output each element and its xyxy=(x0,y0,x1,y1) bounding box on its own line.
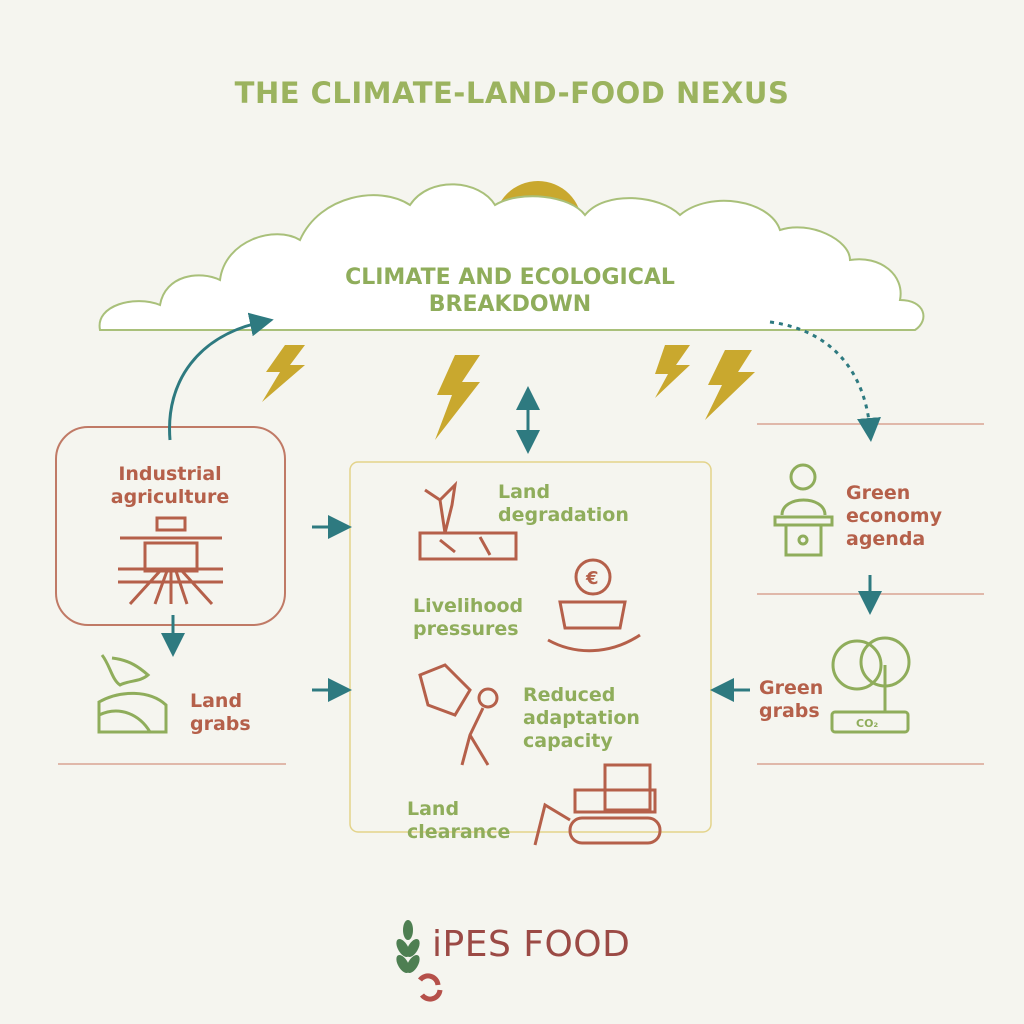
euro-icon: € xyxy=(585,568,599,589)
tractor-icon xyxy=(118,516,223,606)
trees-co2-icon xyxy=(830,636,911,734)
green-grabs-label: Green grabs xyxy=(759,677,824,722)
divider-lines xyxy=(58,423,984,765)
bulldozer-icon xyxy=(533,763,662,846)
person-carrying-rock-icon xyxy=(418,663,499,766)
ipes-food-logo-icon xyxy=(396,920,443,1002)
central-box xyxy=(349,461,712,833)
hand-coin-icon xyxy=(547,558,641,653)
land-clearance-label: Land clearance xyxy=(407,798,511,843)
reduced-adaptation-capacity-label: Reduced adaptation capacity xyxy=(523,684,640,752)
industrial-agriculture-label: Industrial agriculture xyxy=(110,463,230,508)
page-title: THE CLIMATE-LAND-FOOD NEXUS xyxy=(234,76,790,110)
cloud-shape xyxy=(98,183,925,331)
green-economy-agenda-label: Green economy agenda xyxy=(846,482,942,550)
arrow-agri-to-cloud xyxy=(168,312,274,441)
livelihood-pressures-label: Livelihood pressures xyxy=(413,595,524,640)
land-degradation-label: Land degradation xyxy=(498,481,629,526)
arrow-cloud-to-green-economy xyxy=(769,320,881,442)
land-grabs-label: Land grabs xyxy=(190,690,251,735)
cracked-land-icon xyxy=(418,480,518,561)
hand-land-icon xyxy=(97,654,168,734)
cloud-label: CLIMATE AND ECOLOGICAL BREAKDOWN xyxy=(345,265,675,317)
logo-text: iPES FOOD xyxy=(432,924,631,965)
speaker-podium-icon xyxy=(773,463,834,557)
lightning-icons xyxy=(262,345,755,440)
co2-label: CO₂ xyxy=(856,717,878,730)
